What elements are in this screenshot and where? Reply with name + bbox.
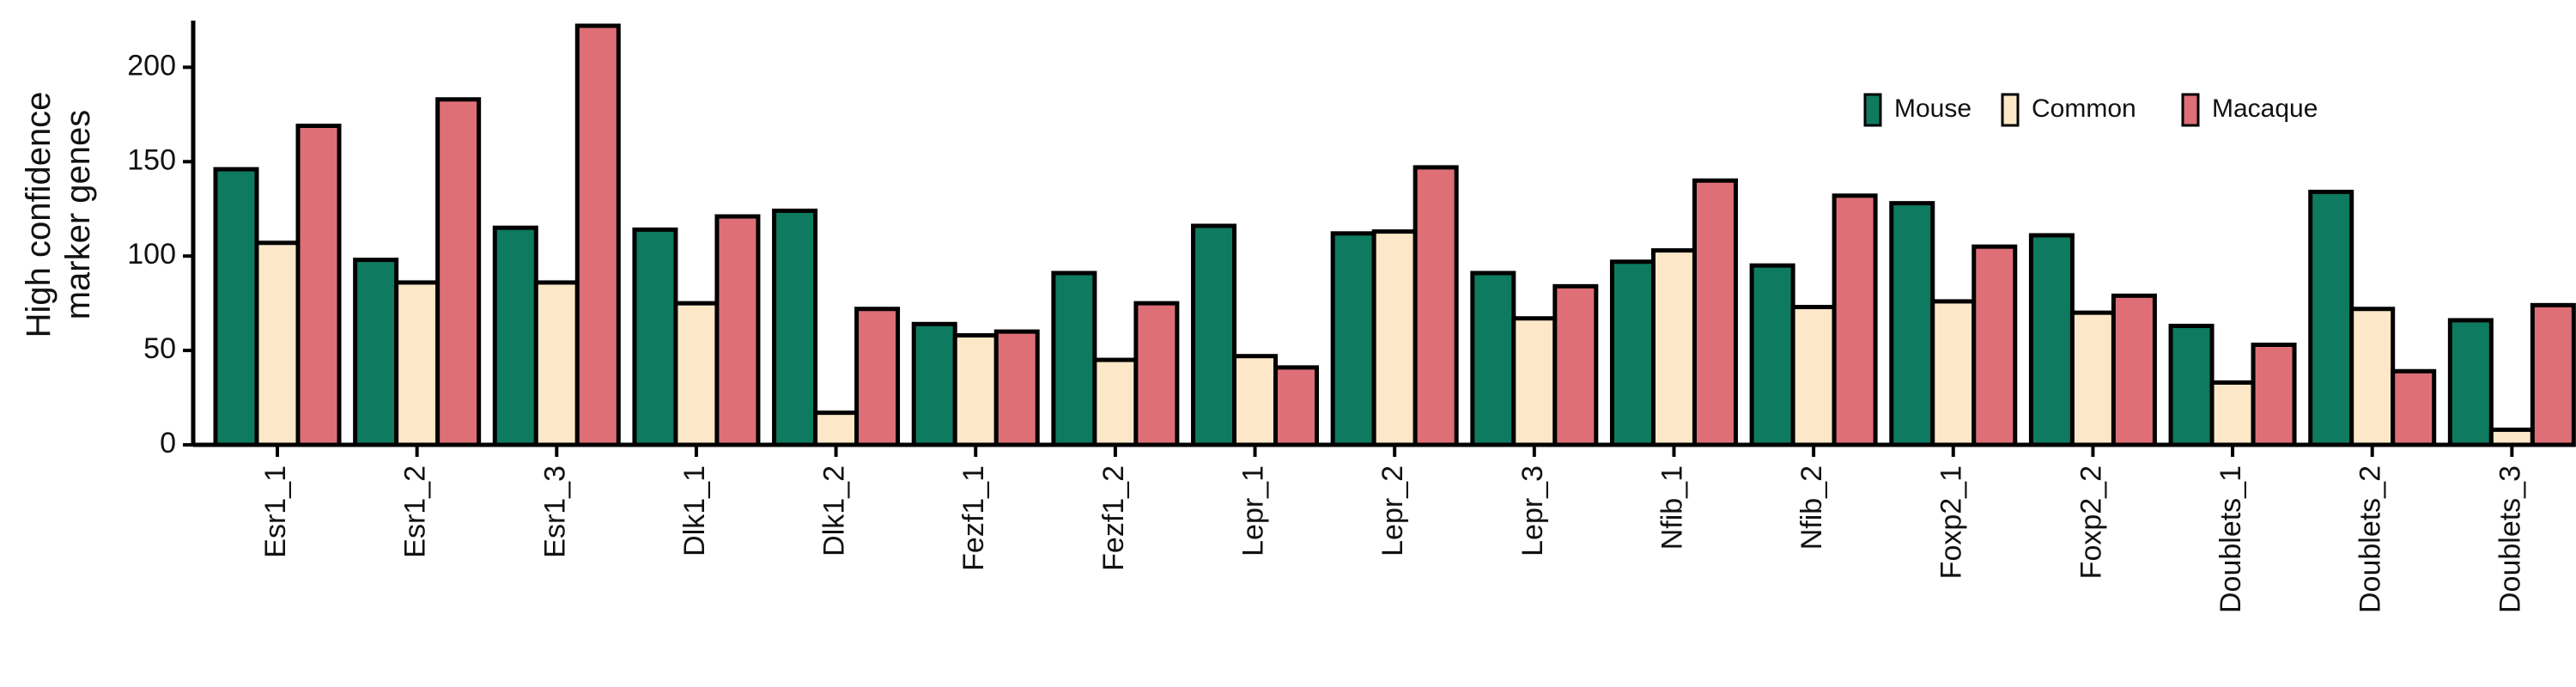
bar-macaque-fezf1_1	[993, 329, 1040, 447]
bar-common-nfib_1	[1650, 248, 1697, 447]
bar-macaque-doublets_3	[2530, 302, 2576, 447]
y-tick-label: 150	[127, 143, 176, 176]
bar-macaque-esr1_2	[435, 97, 482, 447]
legend-label-mouse: Mouse	[1894, 94, 1971, 123]
bar-mouse-esr1_2	[353, 258, 399, 447]
bar-mouse-foxp2_2	[2028, 233, 2075, 447]
legend-swatch-mouse	[1863, 93, 1882, 127]
bar-mouse-lepr_3	[1470, 271, 1516, 447]
bar-common-dlk1_1	[673, 301, 720, 447]
x-tick-label: Doublets_1	[2215, 465, 2247, 613]
bar-common-fezf1_1	[952, 333, 999, 447]
bar-mouse-fezf1_2	[1051, 271, 1097, 447]
x-tick-label: Dlk1_1	[678, 465, 711, 556]
bar-macaque-esr1_3	[574, 23, 621, 447]
bar-common-dlk1_2	[813, 410, 860, 447]
bar-common-esr1_3	[533, 280, 580, 447]
bar-macaque-fezf1_2	[1133, 301, 1180, 447]
x-tick-label: Foxp2_1	[1935, 465, 1968, 579]
bar-common-lepr_3	[1511, 316, 1558, 447]
bar-macaque-foxp2_1	[1971, 244, 2018, 447]
x-tick-label: Nfib_1	[1656, 465, 1688, 550]
bar-common-doublets_2	[2349, 307, 2396, 447]
bar-mouse-doublets_3	[2447, 318, 2494, 447]
bar-mouse-foxp2_1	[1889, 201, 1935, 447]
bar-mouse-fezf1_1	[911, 321, 957, 447]
x-tick-label: Lepr_2	[1376, 465, 1409, 556]
x-tick-label: Esr1_3	[538, 465, 571, 558]
bar-macaque-lepr_3	[1552, 283, 1599, 447]
legend: Mouse Common Macaque	[1863, 93, 2318, 127]
bar-common-doublets_3	[2488, 427, 2535, 447]
bar-mouse-esr1_3	[492, 225, 538, 447]
x-tick-label: Esr1_1	[259, 465, 292, 558]
bar-common-nfib_2	[1790, 305, 1837, 447]
x-tick-label: Esr1_2	[399, 465, 432, 558]
y-axis-title-line2: marker genes	[59, 110, 97, 320]
x-tick-label: Doublets_2	[2354, 465, 2387, 613]
bar-mouse-esr1_1	[213, 167, 259, 447]
bar-macaque-lepr_1	[1273, 365, 1320, 447]
bar-common-foxp2_1	[1930, 299, 1977, 447]
bar-common-esr1_1	[254, 240, 301, 447]
bar-macaque-doublets_1	[2251, 342, 2297, 447]
x-tick-label: Fezf1_2	[1097, 465, 1130, 571]
x-tick-label: Foxp2_2	[2075, 465, 2107, 579]
bar-macaque-foxp2_2	[2111, 293, 2157, 447]
x-tick-label: Fezf1_1	[957, 465, 990, 571]
x-tick-label: Doublets_3	[2494, 465, 2526, 613]
legend-label-macaque: Macaque	[2212, 94, 2318, 123]
x-tick-label: Nfib_2	[1795, 465, 1828, 550]
y-tick-label: 100	[127, 238, 176, 271]
y-axis-title: High confidence marker genes	[20, 92, 97, 338]
x-tick-label: Dlk1_2	[818, 465, 851, 556]
bar-macaque-esr1_1	[295, 124, 342, 447]
bar-macaque-nfib_2	[1832, 193, 1878, 447]
legend-swatch-common	[2001, 93, 2020, 127]
bar-mouse-doublets_1	[2168, 324, 2215, 447]
bar-common-esr1_2	[394, 280, 440, 447]
bar-mouse-nfib_1	[1609, 259, 1656, 447]
bar-common-lepr_1	[1232, 354, 1279, 447]
legend-swatch-macaque	[2181, 93, 2200, 127]
x-tick-label: Lepr_1	[1237, 465, 1270, 556]
bar-macaque-dlk1_2	[854, 307, 901, 447]
bar-mouse-dlk1_2	[772, 208, 818, 447]
bar-macaque-nfib_1	[1692, 178, 1738, 447]
bar-macaque-lepr_2	[1413, 165, 1459, 447]
bar-mouse-doublets_2	[2308, 189, 2354, 447]
bars-layer	[213, 23, 2576, 447]
bar-macaque-doublets_2	[2391, 368, 2437, 447]
y-tick-label: 50	[143, 332, 176, 365]
legend-label-common: Common	[2032, 94, 2136, 123]
axes-layer: Esr1_1 Esr1_2 Esr1_3 Dlk1_1 Dlk1_2 Fezf1_1 Fez…	[127, 21, 2567, 613]
bar-common-fezf1_2	[1092, 357, 1139, 447]
bar-common-doublets_1	[2209, 380, 2256, 447]
bar-common-foxp2_2	[2069, 310, 2116, 447]
bar-common-lepr_2	[1371, 229, 1418, 447]
y-tick-label: 200	[127, 49, 176, 82]
bar-mouse-lepr_1	[1191, 223, 1237, 447]
bar-macaque-dlk1_1	[714, 214, 761, 447]
y-axis-title-line1: High confidence	[20, 92, 58, 338]
x-tick-label: Lepr_3	[1516, 465, 1549, 556]
y-tick-label: 0	[160, 427, 176, 459]
bar-mouse-nfib_2	[1749, 263, 1795, 447]
bar-mouse-dlk1_1	[632, 227, 678, 447]
bar-mouse-lepr_2	[1330, 231, 1376, 447]
